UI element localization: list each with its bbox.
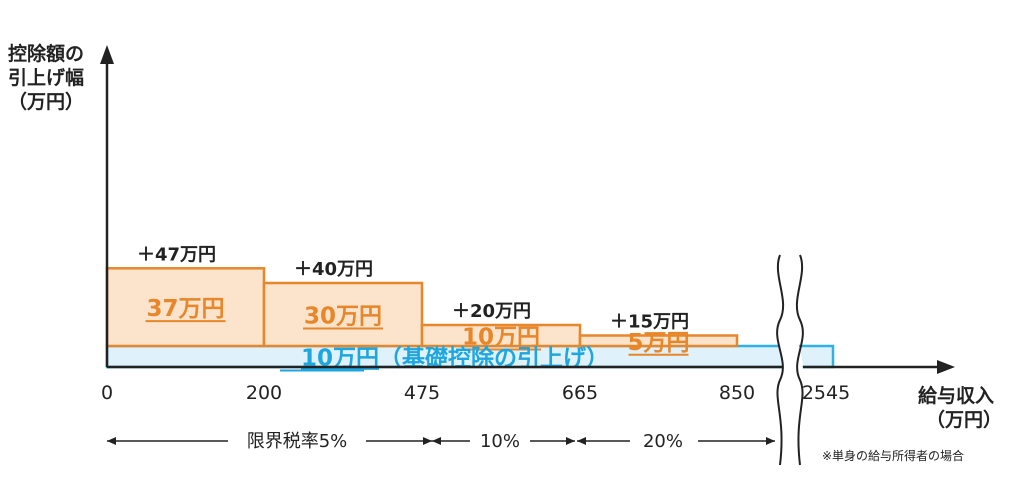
x-axis-label-line1: 給与収入 [918,385,995,407]
x-tick-label-850: 850 [719,382,755,404]
axis-break-band [777,255,804,432]
bracket-3-arrow-right-head-right [766,437,775,445]
step-value-label-2: 30万円 [304,304,382,330]
step-bar-4 [578,334,739,348]
x-axis-arrowhead [937,360,955,374]
bracket-2-arrow-right-head-right [566,437,575,445]
bracket-1-arrow-right-head-right [423,437,432,445]
step-value-label-4: 5万円 [627,330,689,356]
x-tick-label-2545: 2545 [802,382,850,404]
y-axis-label-line1: 控除額の [8,43,85,65]
footnote: ※単身の給与所得者の場合 [822,449,965,463]
bracket-label-1: 限界税率5% [247,431,348,452]
bracket-2-arrow-left-head-left [432,437,441,445]
step-value-label-1: 37万円 [146,296,224,322]
x-tick-label-665: 665 [562,382,598,404]
x-tick-label-0: 0 [101,382,113,404]
step-value-label-3: 10万円 [462,325,540,351]
step-total-label-2: ＋40万円 [294,259,373,280]
step-bar-1 [105,267,266,348]
axis-break-line-left [776,254,785,466]
step-bar-2 [262,281,424,348]
bracket-label-3: 20% [643,431,683,452]
x-tick-label-475: 475 [404,382,440,404]
y-axis-label-unit: （万円） [8,91,85,113]
axis-break-line-right [795,254,804,466]
x-tick-label-200: 200 [246,382,282,404]
y-axis-label-line2: 引上げ幅 [8,67,85,89]
step-total-label-3: ＋20万円 [452,301,531,322]
bracket-label-2: 10% [480,431,520,452]
bracket-3-arrow-left-head-left [577,437,586,445]
x-axis-label-unit: （万円） [926,409,1003,431]
step-total-label-4: ＋15万円 [610,312,689,333]
y-axis-arrowhead [100,45,114,64]
bracket-1-arrow-left-head-left [107,437,116,445]
step-total-label-1: ＋47万円 [137,244,216,265]
